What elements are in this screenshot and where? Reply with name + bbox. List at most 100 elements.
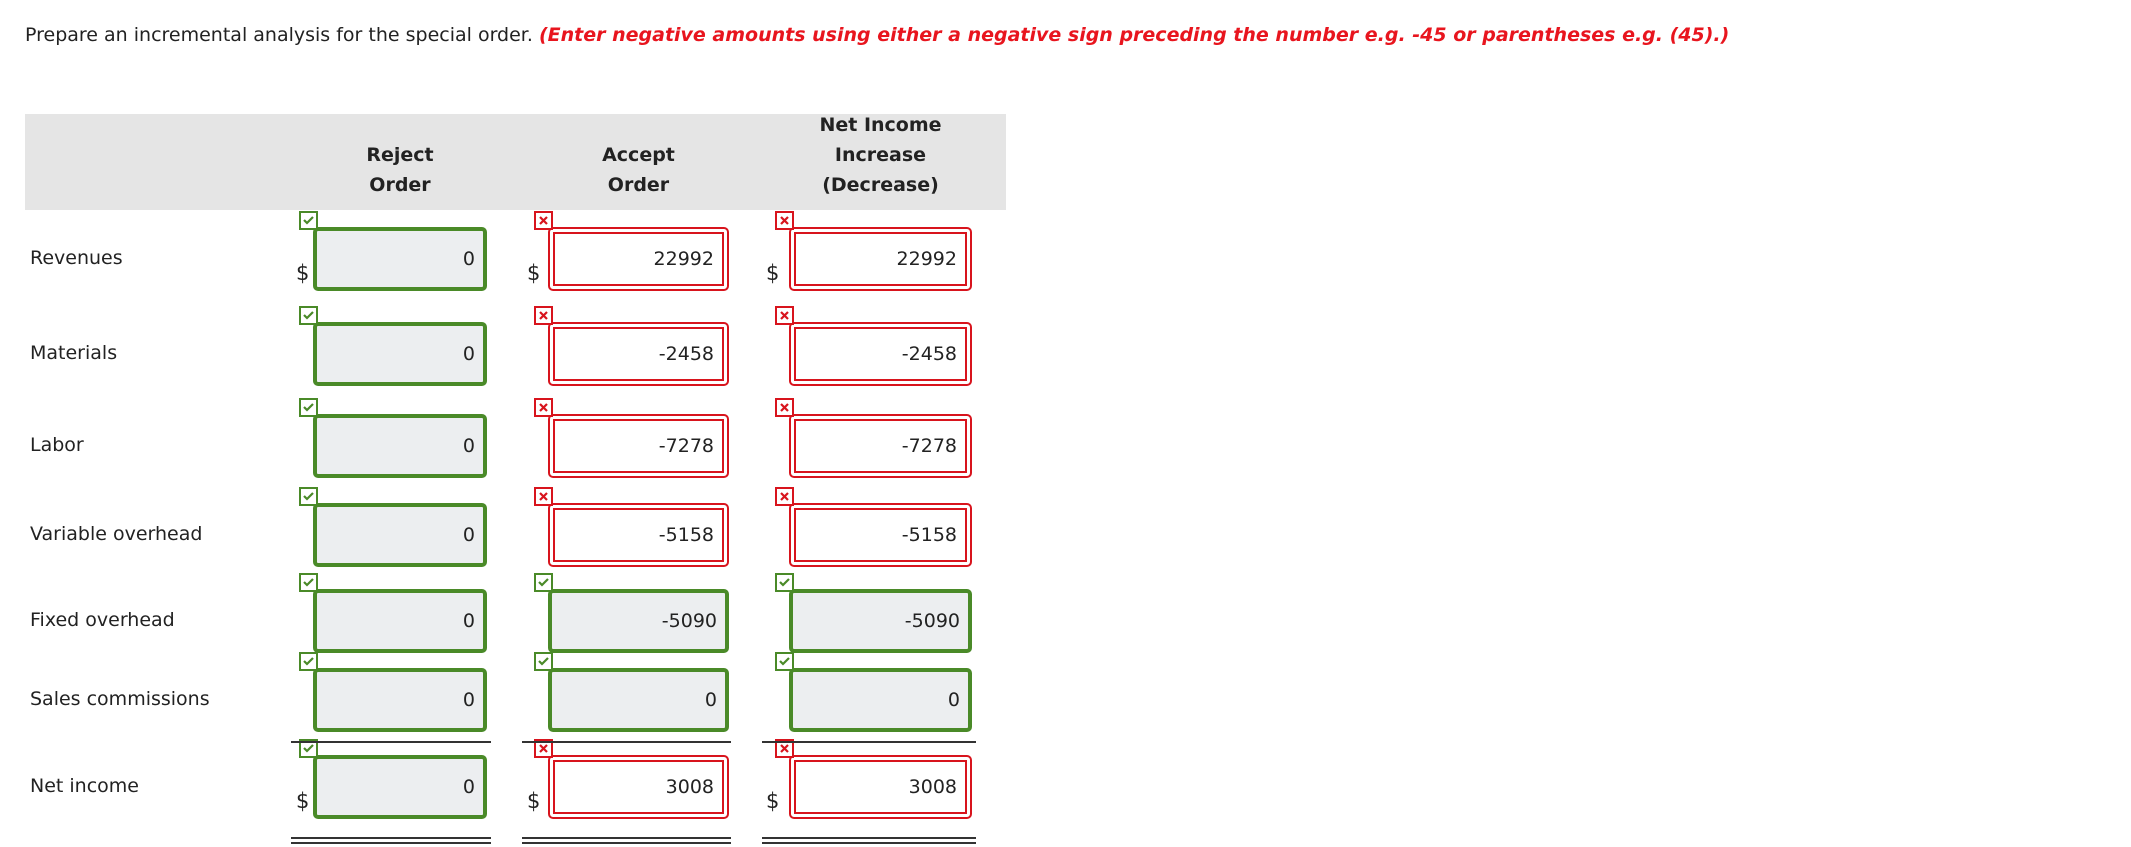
answer-input[interactable]: 0 (313, 227, 487, 291)
icon-stroke (303, 403, 314, 412)
check-icon (299, 487, 318, 506)
icon-stroke (539, 492, 548, 501)
icon-glyph (780, 403, 789, 412)
icon-stroke (780, 216, 789, 225)
icon-stroke (780, 311, 789, 320)
icon-glyph (539, 311, 548, 320)
column-header: Net Income Increase (Decrease) (761, 110, 1001, 200)
answer-input[interactable]: 22992 (548, 227, 729, 291)
instruction-text: Prepare an incremental analysis for the … (25, 24, 533, 46)
icon-stroke (539, 744, 548, 753)
cross-icon (775, 487, 794, 506)
icon-glyph (779, 657, 790, 666)
check-icon (775, 652, 794, 671)
icon-stroke (539, 403, 548, 412)
check-icon (299, 652, 318, 671)
header-band (25, 114, 1006, 210)
row-label: Variable overhead (30, 523, 203, 545)
icon-stroke (780, 403, 789, 412)
answer-input[interactable]: -2458 (548, 322, 729, 386)
check-icon (299, 398, 318, 417)
row-label: Labor (30, 434, 84, 456)
total-rule (291, 842, 491, 844)
icon-stroke (303, 578, 314, 587)
column-header-line: (Decrease) (822, 174, 939, 196)
icon-stroke (538, 657, 549, 666)
answer-input[interactable]: 0 (313, 668, 487, 732)
row-label: Materials (30, 342, 118, 364)
cross-icon (534, 211, 553, 230)
total-rule (291, 837, 491, 839)
icon-stroke (779, 657, 790, 666)
icon-glyph (303, 657, 314, 666)
answer-input[interactable]: -5158 (789, 503, 972, 567)
total-rule (522, 842, 731, 844)
answer-input[interactable]: 0 (313, 322, 487, 386)
icon-glyph (779, 578, 790, 587)
answer-input[interactable]: 0 (789, 668, 972, 732)
icon-stroke (303, 657, 314, 666)
icon-stroke (780, 492, 789, 501)
icon-glyph (780, 744, 789, 753)
answer-input[interactable]: 0 (313, 503, 487, 567)
icon-glyph (538, 657, 549, 666)
currency-symbol: $ (527, 261, 541, 285)
answer-input[interactable]: -5090 (789, 589, 972, 653)
icon-stroke (779, 578, 790, 587)
total-rule (762, 837, 976, 839)
answer-input[interactable]: 0 (548, 668, 729, 732)
answer-input[interactable]: -5158 (548, 503, 729, 567)
icon-stroke (780, 744, 789, 753)
answer-input[interactable]: -2458 (789, 322, 972, 386)
answer-input[interactable]: 0 (313, 414, 487, 478)
check-icon (299, 306, 318, 325)
icon-stroke (303, 311, 314, 320)
column-header-line: Increase (834, 144, 927, 166)
icon-glyph (539, 492, 548, 501)
answer-input[interactable]: 0 (313, 589, 487, 653)
check-icon (534, 573, 553, 592)
answer-input[interactable]: 0 (313, 755, 487, 819)
icon-stroke (539, 216, 548, 225)
cross-icon (775, 398, 794, 417)
icon-glyph (539, 403, 548, 412)
check-icon (299, 211, 318, 230)
subtotal-rule (291, 741, 491, 743)
currency-symbol: $ (296, 789, 310, 813)
cross-icon (534, 306, 553, 325)
answer-input[interactable]: 3008 (789, 755, 972, 819)
currency-symbol: $ (766, 261, 780, 285)
row-label: Revenues (30, 247, 123, 269)
answer-input[interactable]: 3008 (548, 755, 729, 819)
icon-stroke (303, 216, 314, 225)
icon-glyph (780, 492, 789, 501)
column-header: Reject Order (280, 140, 520, 200)
currency-symbol: $ (527, 789, 541, 813)
icon-glyph (303, 744, 314, 753)
icon-glyph (780, 216, 789, 225)
icon-glyph (303, 216, 314, 225)
subtotal-rule (522, 741, 731, 743)
answer-input[interactable]: -5090 (548, 589, 729, 653)
answer-input[interactable]: -7278 (548, 414, 729, 478)
cross-icon (534, 487, 553, 506)
icon-stroke (303, 492, 314, 501)
icon-glyph (303, 492, 314, 501)
column-header: Accept Order (519, 140, 759, 200)
subtotal-rule (762, 741, 976, 743)
column-header-line: Accept (602, 144, 675, 166)
column-header-line: Order (607, 174, 670, 196)
check-icon (299, 573, 318, 592)
icon-stroke (539, 311, 548, 320)
column-header-line: Reject (366, 144, 434, 166)
icon-glyph (303, 403, 314, 412)
column-header-line: Order (369, 174, 431, 196)
currency-symbol: $ (296, 261, 310, 285)
icon-stroke (538, 578, 549, 587)
icon-glyph (539, 216, 548, 225)
answer-input[interactable]: -7278 (789, 414, 972, 478)
answer-input[interactable]: 22992 (789, 227, 972, 291)
check-icon (775, 573, 794, 592)
row-label: Net income (30, 775, 139, 797)
